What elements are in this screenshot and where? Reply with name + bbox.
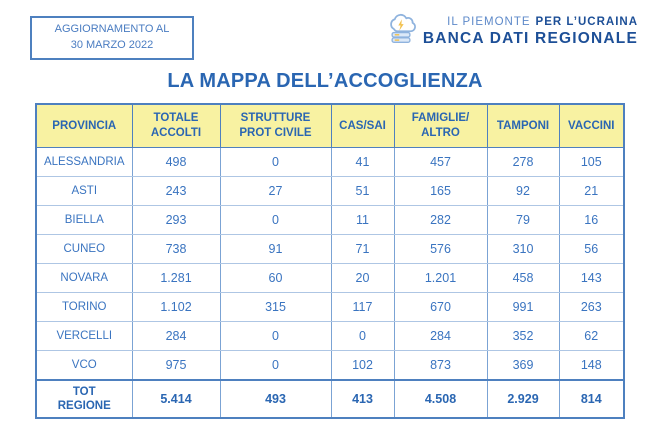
col-header-totale-accolti: TOTALE ACCOLTI [131, 103, 221, 148]
value-cell: 498 [131, 147, 221, 177]
value-cell: 310 [486, 234, 560, 264]
value-cell: 278 [486, 147, 560, 177]
value-cell: 670 [393, 292, 488, 322]
value-cell: 738 [131, 234, 221, 264]
reception-table: PROVINCIA TOTALE ACCOLTI STRUTTURE PROT … [35, 103, 625, 419]
logo-text: IL PIEMONTE PER L’UCRAINA BANCA DATI REGI… [423, 16, 638, 48]
value-cell: 873 [393, 350, 488, 381]
value-cell: 576 [393, 234, 488, 264]
value-cell: 0 [219, 205, 332, 235]
table-row-asti: ASTI 243 27 51 165 92 21 [35, 176, 625, 206]
value-cell: 284 [393, 321, 488, 351]
col-header-tamponi: TAMPONI [486, 103, 560, 148]
total-value-cell: 5.414 [131, 379, 221, 419]
value-cell: 0 [219, 147, 332, 177]
value-cell: 0 [219, 321, 332, 351]
table-row-torino: TORINO 1.102 315 117 670 991 263 [35, 292, 625, 322]
value-cell: 991 [486, 292, 560, 322]
logo-line1: IL PIEMONTE PER L’UCRAINA [447, 16, 638, 28]
table-row-vco: VCO 975 0 102 873 369 148 [35, 350, 625, 381]
logo-line1-bold: PER L’UCRAINA [535, 16, 638, 28]
total-value-cell: 413 [330, 379, 395, 419]
value-cell: 143 [558, 263, 625, 293]
update-badge: AGGIORNAMENTO AL 30 MARZO 2022 [30, 16, 194, 60]
value-cell: 27 [219, 176, 332, 206]
value-cell: 369 [486, 350, 560, 381]
table-row-biella: BIELLA 293 0 11 282 79 16 [35, 205, 625, 235]
value-cell: 60 [219, 263, 332, 293]
regional-databank-logo: IL PIEMONTE PER L’UCRAINA BANCA DATI REGI… [385, 11, 638, 48]
province-cell: ASTI [35, 176, 133, 206]
value-cell: 71 [330, 234, 395, 264]
value-cell: 1.281 [131, 263, 221, 293]
province-cell: ALESSANDRIA [35, 147, 133, 177]
reception-table-container: PROVINCIA TOTALE ACCOLTI STRUTTURE PROT … [35, 103, 625, 419]
province-cell: VCO [35, 350, 133, 381]
value-cell: 41 [330, 147, 395, 177]
value-cell: 92 [486, 176, 560, 206]
value-cell: 293 [131, 205, 221, 235]
province-cell: NOVARA [35, 263, 133, 293]
table-row-vercelli: VERCELLI 284 0 0 284 352 62 [35, 321, 625, 351]
value-cell: 165 [393, 176, 488, 206]
value-cell: 315 [219, 292, 332, 322]
value-cell: 0 [330, 321, 395, 351]
value-cell: 457 [393, 147, 488, 177]
value-cell: 352 [486, 321, 560, 351]
province-cell: CUNEO [35, 234, 133, 264]
col-header-vaccini: VACCINI [558, 103, 625, 148]
col-header-cas-sai: CAS/SAI [330, 103, 395, 148]
value-cell: 0 [219, 350, 332, 381]
province-cell: VERCELLI [35, 321, 133, 351]
value-cell: 56 [558, 234, 625, 264]
update-badge-line2: 30 MARZO 2022 [70, 38, 154, 51]
total-value-cell: 4.508 [393, 379, 488, 419]
value-cell: 975 [131, 350, 221, 381]
logo-line1-regular: IL PIEMONTE [447, 16, 531, 28]
table-header-row: PROVINCIA TOTALE ACCOLTI STRUTTURE PROT … [35, 103, 625, 148]
value-cell: 284 [131, 321, 221, 351]
value-cell: 62 [558, 321, 625, 351]
page-title: LA MAPPA DELL’ACCOGLIENZA [167, 70, 483, 92]
total-label-cell: TOT REGIONE [35, 379, 133, 419]
value-cell: 20 [330, 263, 395, 293]
value-cell: 105 [558, 147, 625, 177]
table-row-novara: NOVARA 1.281 60 20 1.201 458 143 [35, 263, 625, 293]
value-cell: 458 [486, 263, 560, 293]
update-badge-line1: AGGIORNAMENTO AL [54, 23, 170, 35]
value-cell: 148 [558, 350, 625, 381]
value-cell: 51 [330, 176, 395, 206]
value-cell: 1.102 [131, 292, 221, 322]
value-cell: 11 [330, 205, 395, 235]
value-cell: 16 [558, 205, 625, 235]
col-header-provincia: PROVINCIA [35, 103, 133, 148]
value-cell: 263 [558, 292, 625, 322]
col-header-famiglie-altro: FAMIGLIE/ ALTRO [393, 103, 488, 148]
total-value-cell: 2.929 [486, 379, 560, 419]
value-cell: 282 [393, 205, 488, 235]
cloud-database-icon [385, 11, 417, 48]
table-row-alessandria: ALESSANDRIA 498 0 41 457 278 105 [35, 147, 625, 177]
logo-line2: BANCA DATI REGIONALE [422, 30, 638, 47]
value-cell: 79 [486, 205, 560, 235]
value-cell: 21 [558, 176, 625, 206]
province-cell: BIELLA [35, 205, 133, 235]
value-cell: 1.201 [393, 263, 488, 293]
table-row-total-regione: TOT REGIONE 5.414 493 413 4.508 2.929 81… [35, 379, 625, 419]
total-value-cell: 493 [219, 379, 332, 419]
value-cell: 117 [330, 292, 395, 322]
table-row-cuneo: CUNEO 738 91 71 576 310 56 [35, 234, 625, 264]
value-cell: 243 [131, 176, 221, 206]
total-value-cell: 814 [558, 379, 625, 419]
col-header-strutture-prot-civile: STRUTTURE PROT CIVILE [219, 103, 332, 148]
value-cell: 91 [219, 234, 332, 264]
value-cell: 102 [330, 350, 395, 381]
province-cell: TORINO [35, 292, 133, 322]
